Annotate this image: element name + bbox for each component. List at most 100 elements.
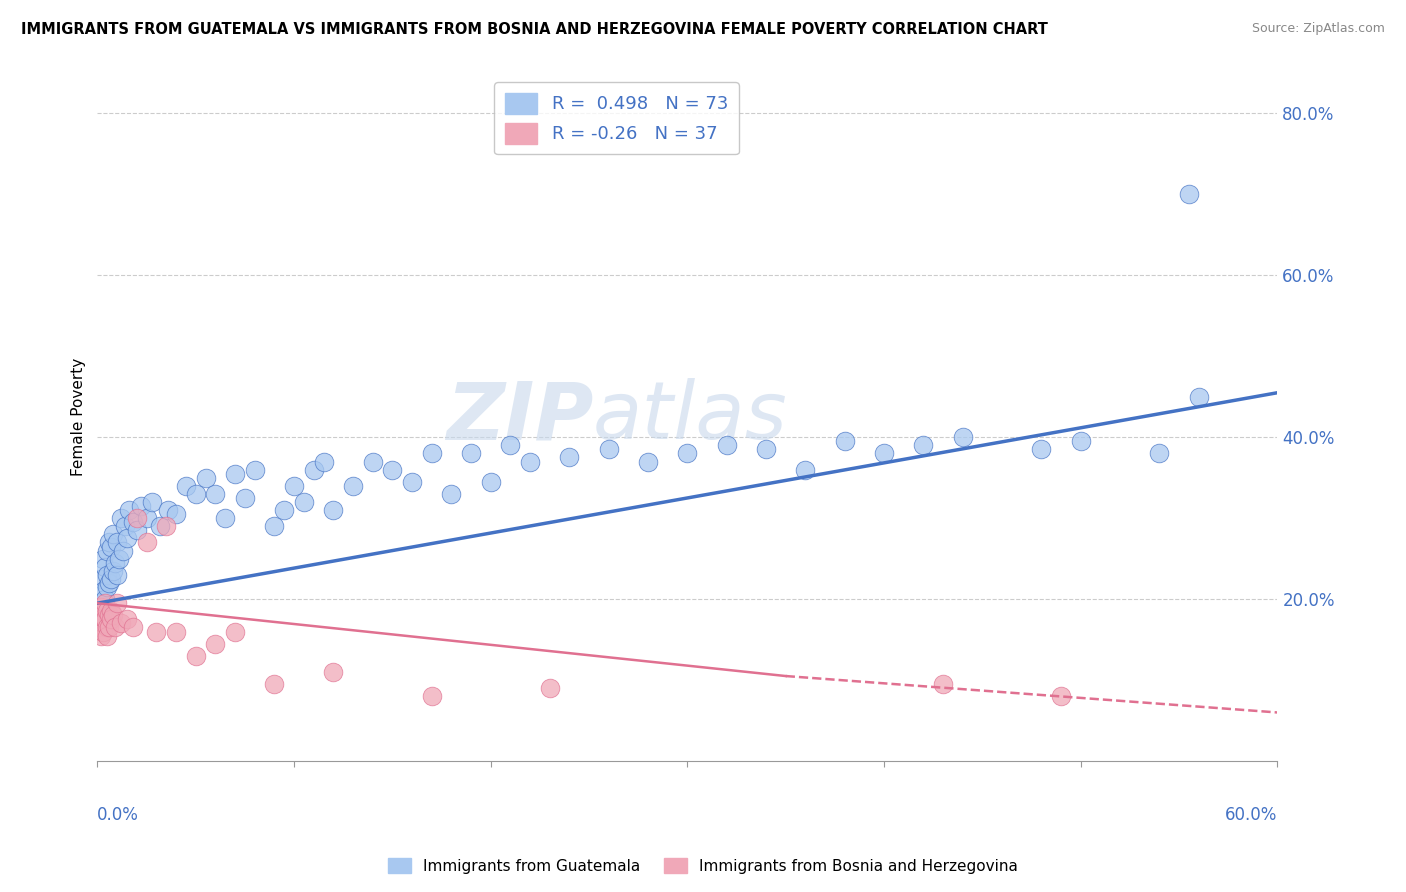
- Point: [125, 511, 148, 525]
- Point: [263, 519, 285, 533]
- Point: [519, 454, 541, 468]
- Point: [224, 467, 246, 481]
- Point: [873, 446, 896, 460]
- Point: [155, 519, 177, 533]
- Point: [90, 612, 112, 626]
- Point: [204, 637, 226, 651]
- Point: [104, 556, 127, 570]
- Point: [499, 438, 522, 452]
- Point: [184, 648, 207, 663]
- Point: [105, 535, 128, 549]
- Point: [91, 604, 114, 618]
- Point: [101, 608, 124, 623]
- Point: [174, 479, 197, 493]
- Point: [104, 620, 127, 634]
- Point: [165, 624, 187, 639]
- Point: [100, 612, 122, 626]
- Point: [794, 462, 817, 476]
- Point: [96, 567, 118, 582]
- Point: [460, 446, 482, 460]
- Point: [342, 479, 364, 493]
- Point: [118, 503, 141, 517]
- Point: [129, 499, 152, 513]
- Point: [263, 677, 285, 691]
- Point: [105, 567, 128, 582]
- Point: [91, 584, 114, 599]
- Point: [1031, 442, 1053, 457]
- Point: [312, 454, 335, 468]
- Point: [322, 503, 344, 517]
- Text: ZIP: ZIP: [446, 378, 593, 456]
- Point: [121, 620, 143, 634]
- Text: Source: ZipAtlas.com: Source: ZipAtlas.com: [1251, 22, 1385, 36]
- Point: [1050, 690, 1073, 704]
- Point: [214, 511, 236, 525]
- Point: [91, 616, 114, 631]
- Point: [361, 454, 384, 468]
- Legend: R =  0.498   N = 73, R = -0.26   N = 37: R = 0.498 N = 73, R = -0.26 N = 37: [494, 82, 740, 154]
- Text: atlas: atlas: [593, 378, 787, 456]
- Point: [598, 442, 620, 457]
- Point: [94, 559, 117, 574]
- Point: [96, 580, 118, 594]
- Point: [243, 462, 266, 476]
- Point: [90, 604, 112, 618]
- Text: 0.0%: 0.0%: [97, 805, 139, 823]
- Point: [157, 503, 180, 517]
- Point: [273, 503, 295, 517]
- Point: [100, 572, 122, 586]
- Point: [94, 592, 117, 607]
- Point: [149, 519, 172, 533]
- Point: [420, 446, 443, 460]
- Point: [538, 681, 561, 696]
- Point: [716, 438, 738, 452]
- Point: [440, 487, 463, 501]
- Point: [96, 629, 118, 643]
- Point: [101, 527, 124, 541]
- Point: [90, 629, 112, 643]
- Point: [145, 624, 167, 639]
- Point: [98, 608, 121, 623]
- Point: [89, 620, 111, 634]
- Point: [1188, 390, 1211, 404]
- Point: [96, 543, 118, 558]
- Point: [98, 535, 121, 549]
- Point: [381, 462, 404, 476]
- Point: [101, 564, 124, 578]
- Point: [912, 438, 935, 452]
- Point: [322, 665, 344, 679]
- Point: [110, 511, 132, 525]
- Point: [89, 604, 111, 618]
- Point: [110, 616, 132, 631]
- Point: [676, 446, 699, 460]
- Point: [637, 454, 659, 468]
- Point: [165, 507, 187, 521]
- Point: [98, 620, 121, 634]
- Y-axis label: Female Poverty: Female Poverty: [72, 358, 86, 476]
- Point: [952, 430, 974, 444]
- Point: [91, 624, 114, 639]
- Point: [105, 596, 128, 610]
- Point: [204, 487, 226, 501]
- Point: [292, 495, 315, 509]
- Point: [114, 519, 136, 533]
- Point: [194, 471, 217, 485]
- Point: [115, 612, 138, 626]
- Point: [135, 535, 157, 549]
- Point: [558, 450, 581, 465]
- Point: [184, 487, 207, 501]
- Point: [90, 600, 112, 615]
- Point: [91, 551, 114, 566]
- Point: [401, 475, 423, 489]
- Point: [479, 475, 502, 489]
- Point: [420, 690, 443, 704]
- Point: [90, 572, 112, 586]
- Point: [302, 462, 325, 476]
- Point: [1070, 434, 1092, 449]
- Point: [96, 604, 118, 618]
- Point: [94, 596, 117, 610]
- Point: [141, 495, 163, 509]
- Point: [224, 624, 246, 639]
- Point: [233, 491, 256, 505]
- Point: [96, 620, 118, 634]
